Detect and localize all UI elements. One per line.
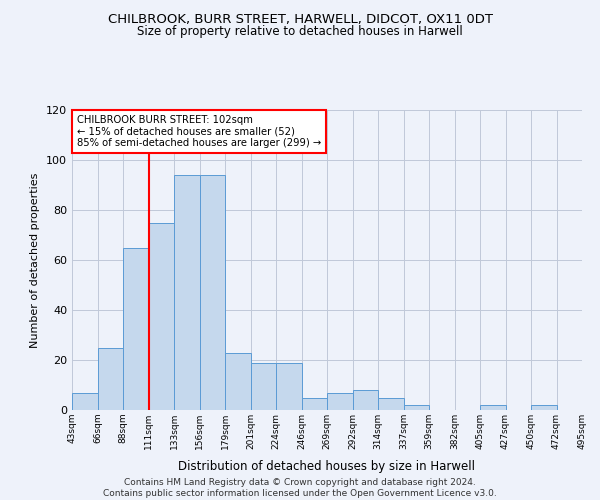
- Bar: [531, 405, 557, 410]
- Text: Contains HM Land Registry data © Crown copyright and database right 2024.
Contai: Contains HM Land Registry data © Crown c…: [103, 478, 497, 498]
- Bar: [353, 390, 378, 410]
- Bar: [404, 405, 429, 410]
- Text: CHILBROOK BURR STREET: 102sqm
← 15% of detached houses are smaller (52)
85% of s: CHILBROOK BURR STREET: 102sqm ← 15% of d…: [77, 115, 322, 148]
- Text: Size of property relative to detached houses in Harwell: Size of property relative to detached ho…: [137, 25, 463, 38]
- Bar: [97, 348, 123, 410]
- Y-axis label: Number of detached properties: Number of detached properties: [31, 172, 40, 348]
- Bar: [149, 222, 174, 410]
- Bar: [199, 175, 225, 410]
- Bar: [480, 405, 505, 410]
- Bar: [276, 362, 302, 410]
- Bar: [302, 398, 327, 410]
- X-axis label: Distribution of detached houses by size in Harwell: Distribution of detached houses by size …: [179, 460, 476, 473]
- Bar: [174, 175, 199, 410]
- Bar: [72, 392, 97, 410]
- Bar: [225, 352, 251, 410]
- Text: CHILBROOK, BURR STREET, HARWELL, DIDCOT, OX11 0DT: CHILBROOK, BURR STREET, HARWELL, DIDCOT,…: [107, 12, 493, 26]
- Bar: [251, 362, 276, 410]
- Bar: [327, 392, 353, 410]
- Bar: [123, 248, 149, 410]
- Bar: [378, 398, 404, 410]
